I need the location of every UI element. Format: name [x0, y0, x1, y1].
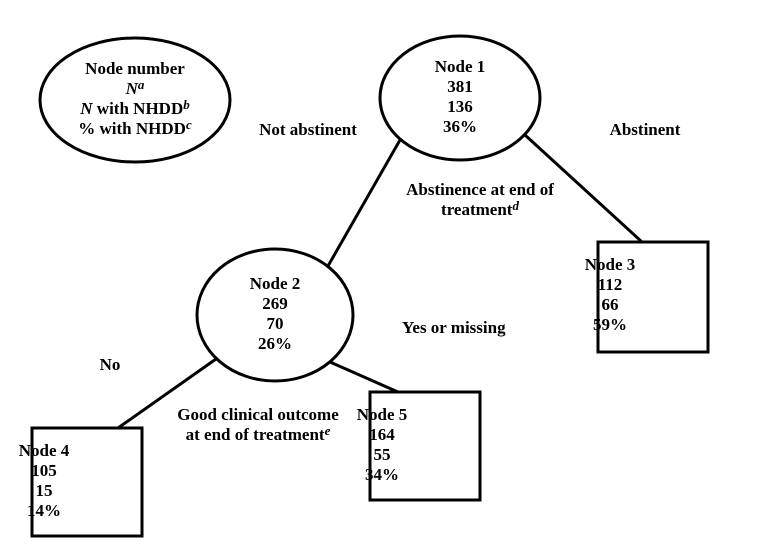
node-title-n2: Node 2 — [250, 274, 301, 293]
split-label-n1-l1: Abstinence at end of — [406, 180, 554, 199]
node-pct-n4: 14% — [27, 501, 61, 520]
node-nhdd-n1: 136 — [447, 97, 473, 116]
node-nhdd-n2: 70 — [267, 314, 284, 333]
edge-label-n2-n4: No — [100, 355, 121, 374]
split-label-n2-l2: at end of treatmente — [186, 423, 331, 444]
node-pct-n3: 59% — [593, 315, 627, 334]
edge-n1-n2 — [328, 140, 400, 266]
edge-n2-n5 — [330, 362, 398, 392]
node-n-n3: 112 — [598, 275, 623, 294]
node-nhdd-n5: 55 — [374, 445, 391, 464]
node-nhdd-n4: 15 — [36, 481, 53, 500]
split-label-n1-l2: treatmentd — [441, 198, 519, 219]
node-n-n1: 381 — [447, 77, 473, 96]
legend-line-2: N with NHDDb — [79, 97, 190, 118]
node-n-n2: 269 — [262, 294, 288, 313]
node-title-n4: Node 4 — [19, 441, 70, 460]
node-pct-n5: 34% — [365, 465, 399, 484]
node-pct-n1: 36% — [443, 117, 477, 136]
edge-label-n2-n5: Yes or missing — [402, 318, 506, 337]
node-title-n1: Node 1 — [435, 57, 486, 76]
split-label-n2-l1: Good clinical outcome — [177, 405, 339, 424]
node-n-n4: 105 — [31, 461, 57, 480]
node-title-n3: Node 3 — [585, 255, 636, 274]
node-title-n5: Node 5 — [357, 405, 408, 424]
edge-label-n1-n2: Not abstinent — [259, 120, 357, 139]
node-pct-n2: 26% — [258, 334, 292, 353]
node-nhdd-n3: 66 — [602, 295, 619, 314]
edge-label-n1-n3: Abstinent — [610, 120, 681, 139]
node-n-n5: 164 — [369, 425, 395, 444]
legend-line-3: % with NHDDc — [78, 117, 192, 138]
legend-line-0: Node number — [85, 59, 185, 78]
